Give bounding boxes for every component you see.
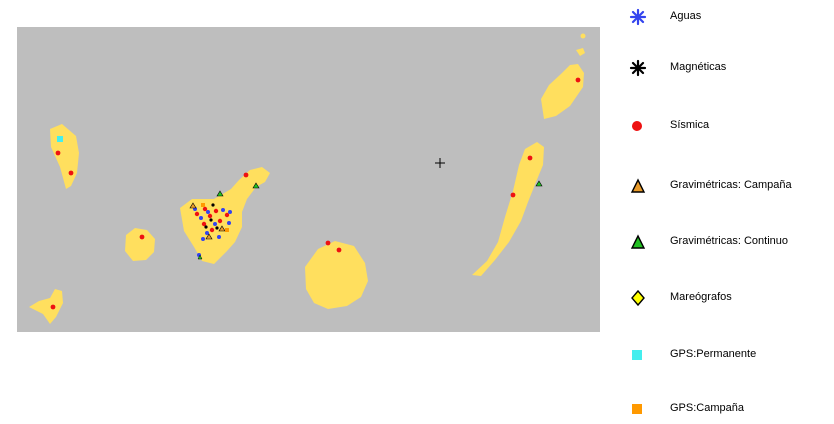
- gravimetricas-campana-marker[interactable]: [218, 225, 226, 232]
- legend: Aguas Magnéticas Sísmica Gravimétricas: …: [628, 0, 834, 416]
- cyan-square-icon: [632, 350, 642, 360]
- sismica-marker[interactable]: [68, 170, 74, 176]
- legend-item-gps-permanente[interactable]: GPS:Permanente: [628, 340, 834, 370]
- legend-item-sismica[interactable]: Sísmica: [628, 111, 834, 141]
- aguas-marker[interactable]: [217, 235, 221, 239]
- gravimetricas-continuo-marker[interactable]: [197, 254, 203, 260]
- gravimetricas-campana-marker[interactable]: [189, 202, 197, 209]
- island-fuerteventura: [472, 142, 544, 276]
- yellow-diamond-icon: [631, 289, 645, 307]
- legend-label: Magnéticas: [670, 61, 727, 73]
- sismica-marker[interactable]: [510, 192, 516, 198]
- gravimetricas-continuo-marker[interactable]: [535, 180, 543, 187]
- island-la-gomera: [125, 228, 155, 261]
- orange-triangle-icon: [630, 178, 646, 193]
- blue-asterisk-icon: [629, 8, 647, 26]
- legend-item-gravimetricas-continuo[interactable]: Gravimétricas: Continuo: [628, 227, 834, 257]
- sismica-marker[interactable]: [213, 208, 219, 214]
- island-el-hierro: [29, 289, 63, 324]
- sismica-marker[interactable]: [336, 247, 342, 253]
- aguas-marker[interactable]: [205, 231, 209, 235]
- magneticas-marker[interactable]: [204, 225, 208, 229]
- sismica-marker[interactable]: [207, 213, 213, 219]
- magneticas-marker[interactable]: [209, 218, 213, 222]
- legend-label: Gravimétricas: Continuo: [670, 235, 788, 247]
- gravimetricas-continuo-marker[interactable]: [252, 182, 260, 189]
- sismica-marker[interactable]: [202, 206, 208, 212]
- legend-label: GPS:Permanente: [670, 348, 757, 360]
- island-la-graciosa: [576, 48, 585, 56]
- aguas-marker[interactable]: [206, 210, 210, 214]
- magneticas-marker[interactable]: [215, 226, 219, 230]
- aguas-marker[interactable]: [221, 208, 225, 212]
- legend-label: Mareógrafos: [670, 291, 732, 303]
- sismica-marker[interactable]: [217, 218, 223, 224]
- orange-square-icon: [632, 404, 642, 414]
- aguas-marker[interactable]: [201, 237, 205, 241]
- gps-campana-marker[interactable]: [225, 228, 229, 232]
- sismica-marker[interactable]: [50, 304, 56, 310]
- sismica-marker[interactable]: [325, 240, 331, 246]
- sismica-marker[interactable]: [243, 172, 249, 178]
- aguas-marker[interactable]: [199, 216, 203, 220]
- aguas-marker[interactable]: [213, 222, 217, 226]
- sismica-marker[interactable]: [527, 155, 533, 161]
- island-gran-canaria: [305, 241, 368, 309]
- stations: [50, 77, 581, 310]
- island-lanzarote: [541, 64, 584, 119]
- gravimetricas-campana-marker[interactable]: [205, 233, 213, 240]
- sismica-marker[interactable]: [55, 150, 61, 156]
- aguas-marker[interactable]: [228, 210, 232, 214]
- sismica-marker[interactable]: [201, 221, 207, 227]
- legend-item-gps-campana[interactable]: GPS:Campaña: [628, 394, 834, 424]
- sismica-marker[interactable]: [194, 211, 200, 217]
- legend-item-aguas[interactable]: Aguas: [628, 2, 834, 32]
- red-dot-icon: [632, 121, 642, 131]
- gps-campana-marker[interactable]: [201, 203, 205, 207]
- legend-label: Aguas: [670, 10, 702, 22]
- black-asterisk-icon: [629, 59, 647, 77]
- aguas-marker[interactable]: [227, 221, 231, 225]
- gps-permanente-marker[interactable]: [57, 136, 63, 142]
- legend-item-gravimetricas-campana[interactable]: Gravimétricas: Campaña: [628, 171, 834, 201]
- legend-item-magneticas[interactable]: Magnéticas: [628, 53, 834, 83]
- legend-label: GPS:Campaña: [670, 402, 744, 414]
- gravimetricas-continuo-marker[interactable]: [216, 190, 224, 197]
- sismica-marker[interactable]: [575, 77, 581, 83]
- legend-label: Gravimétricas: Campaña: [670, 179, 792, 191]
- crosshair-cursor-icon: [435, 158, 445, 168]
- legend-label: Sísmica: [670, 119, 710, 131]
- island-alegranza: [580, 33, 586, 39]
- sismica-marker[interactable]: [224, 212, 230, 218]
- magneticas-marker[interactable]: [211, 203, 215, 207]
- legend-item-mareografos[interactable]: Mareógrafos: [628, 283, 834, 313]
- sismica-marker[interactable]: [139, 234, 145, 240]
- sismica-marker[interactable]: [209, 227, 215, 233]
- map[interactable]: [17, 27, 600, 332]
- green-triangle-icon: [630, 234, 646, 249]
